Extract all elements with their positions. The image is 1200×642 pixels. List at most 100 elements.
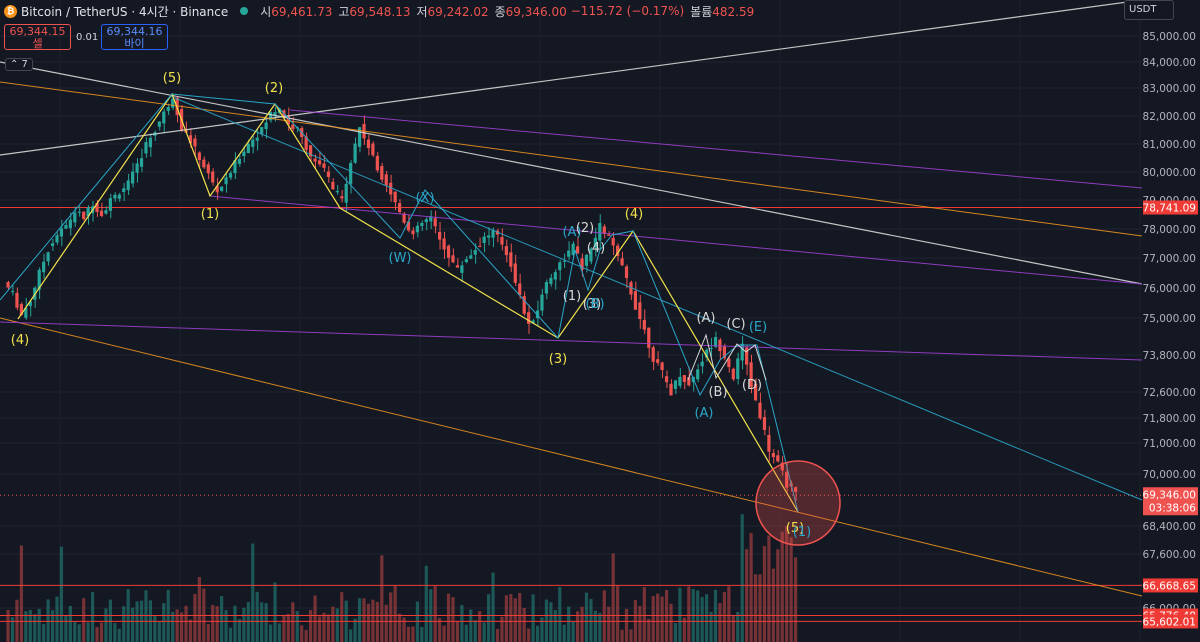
volume-bar [789, 537, 793, 642]
candle-body [794, 487, 798, 492]
candle-body [486, 235, 491, 238]
sell-button[interactable]: 69,344.15 셀 [4, 24, 71, 50]
volume-bar [206, 624, 210, 642]
trend-line [289, 109, 1143, 189]
volume-bar [745, 549, 749, 642]
candle-body [171, 98, 175, 108]
candle-body [349, 163, 353, 184]
candle-body [246, 144, 250, 154]
level-price-tag [1143, 200, 1198, 215]
volume-bar [486, 594, 491, 642]
candle-body [10, 291, 15, 293]
candle-body [722, 346, 727, 359]
candle-body [664, 376, 669, 383]
candle-body [389, 182, 393, 195]
symbol-title[interactable]: Bitcoin / TetherUS · 4시간 · Binance [21, 4, 229, 19]
volume-bar [482, 622, 486, 642]
volume-bar [442, 625, 446, 642]
candle-body [535, 310, 540, 319]
volume-bar [402, 617, 406, 642]
wave-label: (4) [11, 333, 29, 348]
candle-body [544, 282, 549, 294]
candle-body [624, 266, 629, 278]
candle-body [326, 171, 331, 177]
candle-body [736, 358, 740, 379]
candle-body [398, 203, 402, 213]
candle-body [527, 312, 531, 324]
candle-body [15, 292, 19, 308]
level-price-label: 65,602.01 [1143, 616, 1196, 628]
volume-bar [317, 616, 322, 642]
ohlc-low: 저69,242.02 [416, 4, 489, 19]
target-zone-circle [755, 460, 841, 546]
volume-bar [571, 621, 575, 642]
spread-value: 0.01 [76, 32, 99, 43]
candle-body [518, 283, 522, 295]
volume-bar [607, 606, 611, 642]
trend-lines [0, 0, 1143, 597]
candle-body [785, 471, 789, 488]
volume-bar [99, 622, 104, 642]
volume-bar [211, 604, 215, 642]
candle-body [696, 369, 700, 380]
volume-bar [584, 592, 589, 642]
candle-body [593, 237, 597, 248]
buy-button[interactable]: 69,344.16 바이 [101, 24, 168, 50]
volume-bar [322, 612, 326, 642]
volume-bar [73, 621, 77, 642]
volume-bar [357, 598, 362, 642]
candle-body [567, 250, 571, 257]
volume-bar [647, 618, 651, 642]
volume-bar [157, 621, 161, 642]
candle-body [384, 174, 388, 186]
volume-bar [602, 590, 606, 642]
wave-label: (X) [415, 191, 434, 206]
volume-bar [393, 585, 397, 642]
candle-body [108, 198, 112, 211]
level-price-tag [1143, 578, 1198, 593]
candle-body [255, 137, 259, 141]
volume-bar [246, 602, 250, 642]
volume-bar [260, 602, 264, 642]
horizontal-levels [0, 207, 1142, 622]
volume-bar [433, 585, 437, 642]
volume-bar [86, 622, 90, 642]
volume-bar [406, 626, 411, 642]
candle-body [344, 183, 348, 203]
candle-body [286, 116, 290, 125]
volume-bar [282, 615, 286, 642]
volume-bar [313, 595, 317, 642]
candle-body [420, 222, 424, 227]
volume-bar [455, 620, 460, 642]
symbol-header: ₿ Bitcoin / TetherUS · 4시간 · Binance 시69… [0, 0, 754, 22]
price-tick-label: 84,000.00 [1143, 57, 1196, 69]
candle-body [166, 107, 170, 111]
candles [6, 94, 798, 501]
indicators-toggle-button[interactable]: ⌃ 7 [5, 58, 33, 71]
volume-bar [758, 574, 762, 642]
candle-body [762, 417, 767, 430]
wave-label: (3) [549, 352, 567, 367]
volume-bar [131, 607, 135, 642]
volume-bar [335, 608, 339, 642]
candle-body [513, 263, 517, 283]
candle-body [415, 225, 419, 233]
candle-body [68, 219, 72, 229]
candle-body [758, 402, 762, 419]
volume-bar [233, 605, 237, 642]
volume-bar [491, 572, 495, 642]
candle-body [162, 111, 166, 124]
currency-select[interactable]: USDT [1124, 0, 1174, 20]
price-tick-label: 70,000.00 [1143, 469, 1196, 481]
volume-bar [309, 610, 313, 642]
wave-label: (W) [389, 251, 412, 266]
wave-label: (4) [587, 241, 605, 256]
candle-body [113, 194, 117, 199]
volume-bar [642, 587, 646, 642]
volume-bar [629, 629, 633, 642]
volume-bar [753, 574, 758, 642]
wave-label: (A) [696, 311, 715, 326]
candle-body [357, 127, 362, 147]
candle-body [406, 221, 411, 231]
